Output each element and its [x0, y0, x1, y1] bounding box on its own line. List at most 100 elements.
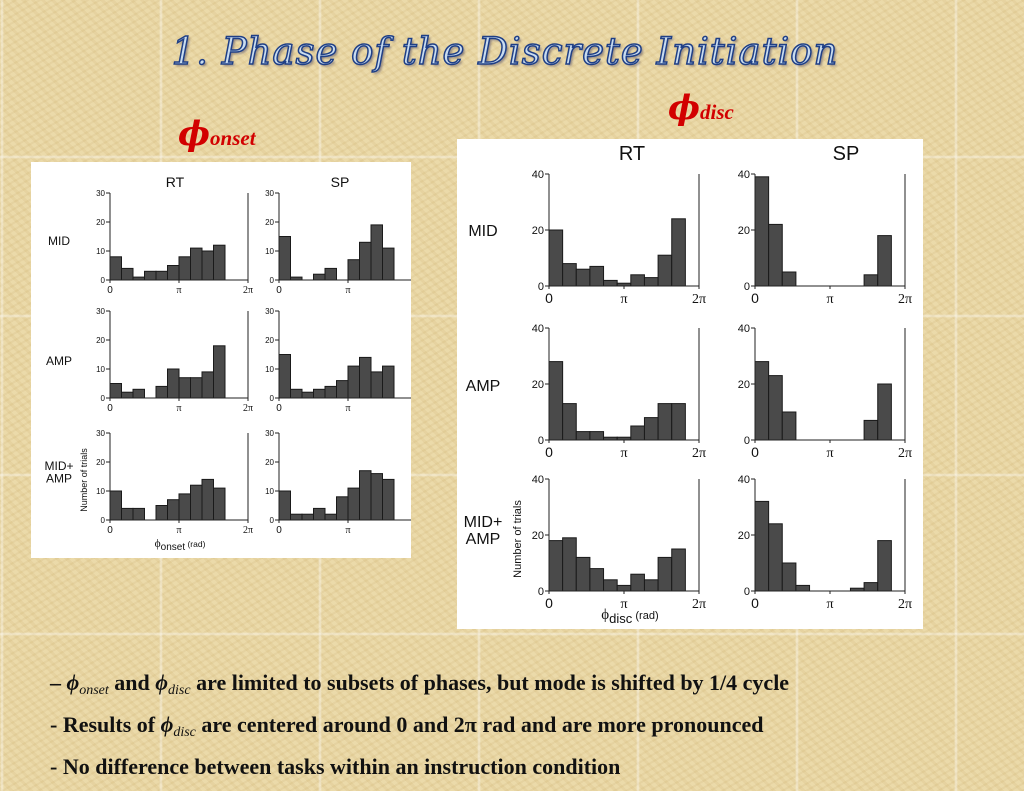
- histogram-bar: [370, 224, 383, 281]
- histogram-bar: [336, 496, 349, 521]
- y-tick-label: 20: [96, 218, 105, 227]
- x-tick-label: 0: [107, 403, 113, 414]
- histogram-bar: [178, 377, 191, 399]
- histogram-bar: [178, 493, 191, 521]
- x-tick-label: π: [176, 285, 181, 296]
- histogram-bar: [313, 388, 326, 399]
- phi-symbol: ϕ: [155, 670, 169, 695]
- histogram-bar: [548, 229, 564, 287]
- histogram-bar: [347, 259, 360, 281]
- histogram-bar: [201, 250, 214, 281]
- histogram-bar: [603, 579, 618, 592]
- row-label: MID: [48, 234, 70, 248]
- y-tick-label: 0: [538, 435, 544, 447]
- y-tick-label: 10: [96, 247, 105, 256]
- x-tick-label: π: [826, 597, 833, 612]
- y-tick-label: 20: [265, 458, 274, 467]
- y-tick-label: 10: [265, 365, 274, 374]
- histogram-bar: [278, 236, 291, 281]
- y-tick-label: 30: [96, 429, 105, 438]
- bullet-text: are limited to subsets of phases, but mo…: [190, 670, 790, 695]
- x-tick-label: 0: [107, 285, 113, 296]
- histogram-bar: [109, 383, 122, 399]
- histogram-bar: [768, 523, 783, 592]
- x-tick-label: π: [620, 446, 627, 461]
- y-tick-label: 0: [270, 394, 275, 403]
- phi-onset-figure: RTSPMIDAMPMID+AMP01020300π2π01020300π2π0…: [31, 162, 411, 558]
- histogram-bar: [562, 263, 577, 287]
- x-tick-label: 2π: [243, 285, 253, 296]
- bullet-2: - Results of ϕdisc are centered around 0…: [50, 708, 1020, 750]
- phi-onset-histograms: RTSPMIDAMPMID+AMP01020300π2π01020300π2π0…: [44, 174, 411, 553]
- row-label-line: AMP: [46, 354, 72, 368]
- y-tick-label: 20: [532, 530, 544, 542]
- histogram-bar: [562, 537, 577, 592]
- histogram-bar: [313, 273, 326, 281]
- histogram-bar: [643, 417, 659, 441]
- histogram-bar: [190, 377, 203, 399]
- histogram-bar: [754, 176, 770, 287]
- histogram-bar: [671, 403, 686, 441]
- phi-subscript: disc: [168, 683, 191, 698]
- histogram-bar: [324, 267, 337, 281]
- histogram-amp-sp: 0 20 40 0 π 2π: [738, 323, 912, 461]
- histogram-bar: [575, 431, 591, 441]
- y-tick-label: 10: [96, 487, 105, 496]
- histogram-bar: [370, 473, 383, 521]
- histogram-bar: [201, 371, 214, 399]
- y-tick-label: 0: [101, 394, 106, 403]
- x-tick-label: 0: [276, 285, 282, 296]
- histogram-bar: [213, 345, 226, 399]
- x-tick-label: 0: [276, 403, 282, 414]
- histogram-bar: [190, 247, 203, 281]
- histogram-bar: [109, 256, 122, 281]
- bullet-prefix: –: [50, 670, 67, 695]
- x-axis-label-symbol: ϕ: [155, 538, 161, 550]
- histogram-bar: [768, 223, 783, 287]
- histogram-bar: [132, 507, 145, 521]
- histogram-mid-sp: 0 20 40 0 π 2π: [738, 169, 912, 307]
- histogram-bar: [589, 431, 605, 441]
- y-tick-label: 20: [532, 225, 544, 237]
- histogram-bar: [290, 513, 303, 521]
- y-tick-label: 0: [101, 276, 106, 285]
- histogram-bar: [359, 241, 372, 281]
- histogram-bar: [121, 391, 134, 399]
- phi-subscript: onset: [210, 126, 256, 150]
- x-tick-label: π: [345, 403, 350, 414]
- x-tick-label: 0: [545, 444, 553, 460]
- histogram-bar: [278, 354, 291, 399]
- y-tick-label: 20: [738, 530, 750, 542]
- histogram-bar: [630, 274, 645, 287]
- x-tick-label: 0: [276, 525, 282, 536]
- histogram-bar: [178, 256, 191, 281]
- histogram-bar: [370, 371, 383, 399]
- x-tick-label: π: [620, 597, 627, 612]
- y-tick-label: 30: [96, 189, 105, 198]
- histogram-bar: [877, 383, 892, 441]
- y-tick-label: 10: [265, 247, 274, 256]
- histogram-bar: [657, 556, 673, 592]
- phi-subscript: disc: [700, 100, 734, 124]
- x-tick-label: 2π: [898, 292, 912, 307]
- x-axis-label-subscript: disc: [609, 611, 633, 626]
- x-tick-label: 0: [751, 444, 759, 460]
- x-axis-label-unit: (rad): [632, 610, 658, 622]
- histogram-bar: [643, 277, 659, 287]
- histogram-bar: [347, 487, 360, 521]
- y-tick-label: 20: [532, 379, 544, 391]
- column-header-sp: SP: [331, 174, 350, 190]
- x-axis-label-subscript: onset: [161, 542, 186, 553]
- x-tick-label: 0: [751, 595, 759, 611]
- x-axis-label: ϕonset (rad): [155, 538, 206, 553]
- histogram-bar: [382, 247, 395, 281]
- bullet-list: – ϕonset and ϕdisc are limited to subset…: [50, 666, 1020, 784]
- y-tick-label: 20: [96, 458, 105, 467]
- y-tick-label: 0: [270, 516, 275, 525]
- x-axis-label-unit: (rad): [185, 539, 205, 549]
- x-tick-label: 2π: [692, 597, 706, 612]
- row-label: AMP: [466, 378, 501, 395]
